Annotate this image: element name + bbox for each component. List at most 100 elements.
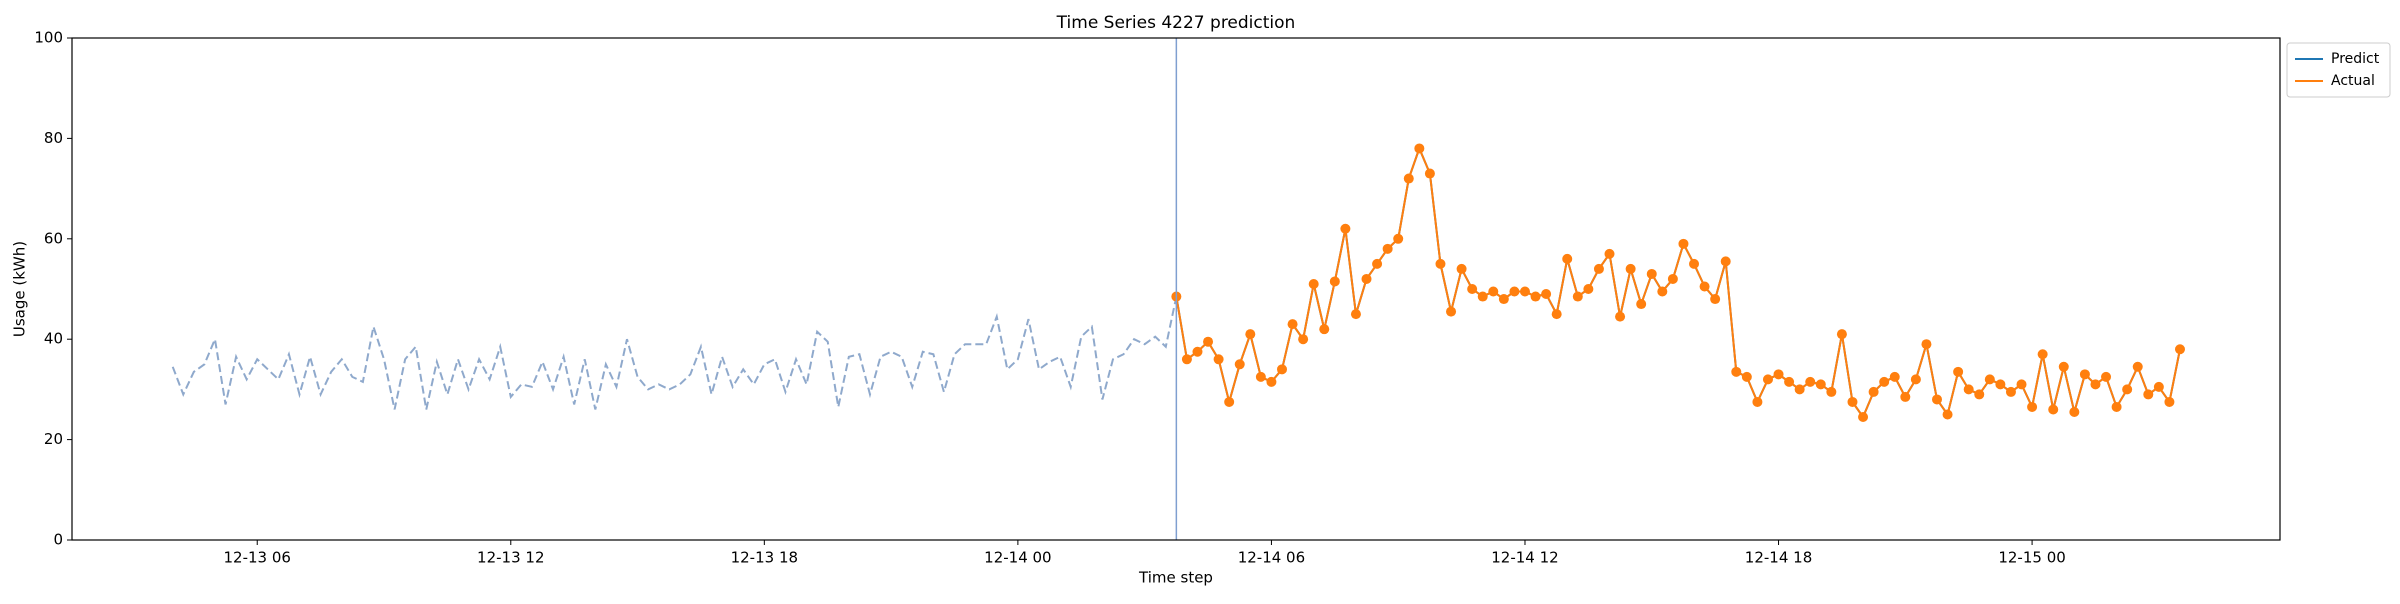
data-point [1298,334,1309,345]
data-point [2132,361,2143,372]
data-point [1340,223,1351,234]
data-point [1382,243,1393,254]
data-point [2079,369,2090,380]
x-tick-label: 12-14 06 [1238,549,1305,567]
data-point [2143,389,2154,400]
data-point [1699,281,1710,292]
data-point [1889,371,1900,382]
data-point [1636,299,1647,310]
legend-label: Actual [2331,73,2375,89]
data-point [1329,276,1340,287]
data-point [1361,273,1372,284]
data-point [1794,384,1805,395]
y-tick-label: 40 [44,330,63,348]
data-point [1942,409,1953,420]
data-point [1446,306,1457,317]
data-point [1181,354,1192,365]
data-point [1932,394,1943,405]
data-point [1815,379,1826,390]
data-point [2111,401,2122,412]
data-point [1868,386,1879,397]
data-point [1424,168,1435,179]
data-point [1414,143,1425,154]
chart-title: Time Series 4227 prediction [1056,13,1296,33]
data-point [1572,291,1583,302]
data-point [2164,396,2175,407]
x-axis-label: Time step [1138,569,1213,587]
data-point [1562,253,1573,264]
data-point [1203,336,1214,347]
data-point [1667,273,1678,284]
x-tick-label: 12-14 00 [984,549,1051,567]
data-point [2174,344,2185,355]
y-tick-label: 60 [44,229,63,247]
legend-box [2286,42,2391,98]
data-point [2153,381,2164,392]
data-point [1974,389,1985,400]
data-point [1245,329,1256,340]
data-point [1646,268,1657,279]
data-point [1900,391,1911,402]
data-point [1657,286,1668,297]
data-point [1805,376,1816,387]
y-axis-label: Usage (kWh) [11,241,29,337]
data-point [1551,309,1562,320]
data-point [1393,233,1404,244]
series-line [171,296,1178,410]
legend-label: Predict [2331,51,2380,67]
data-point [1530,291,1541,302]
data-point [2048,404,2059,415]
data-point [1604,248,1615,259]
data-point [1921,339,1932,350]
data-point [1509,286,1520,297]
x-tick-label: 12-14 12 [1491,549,1558,567]
data-point [1192,346,1203,357]
data-point [1752,396,1763,407]
data-point [1953,366,1964,377]
data-point [1836,329,1847,340]
data-point [1266,376,1277,387]
data-point [1498,294,1509,305]
plot-frame [71,37,2281,541]
x-tick-label: 12-15 00 [1998,549,2065,567]
data-point [1784,376,1795,387]
data-point [1963,384,1974,395]
y-tick-label: 20 [44,430,63,448]
x-tick-label: 12-14 18 [1745,549,1812,567]
data-point [1213,354,1224,365]
data-point [2037,349,2048,360]
data-point [1287,319,1298,330]
data-point [2069,406,2080,417]
data-point [1879,376,1890,387]
data-point [1731,366,1742,377]
data-point [1615,311,1626,322]
data-point [1858,412,1869,423]
data-point [1541,289,1552,300]
data-point [2058,361,2069,372]
data-point [2090,379,2101,390]
data-point [1519,286,1530,297]
data-point [1308,278,1319,289]
data-point [1741,371,1752,382]
x-tick-label: 12-13 12 [477,549,544,567]
data-point [1710,294,1721,305]
data-point [1319,324,1330,335]
y-tick-label: 80 [44,129,63,147]
data-point [1678,238,1689,249]
x-tick-label: 12-13 18 [731,549,798,567]
data-point [1467,284,1478,294]
data-point [1995,379,2006,390]
y-tick-label: 0 [53,531,63,549]
data-point [1372,258,1383,269]
data-point [1847,396,1858,407]
y-tick-label: 100 [34,29,63,47]
data-point [2122,384,2133,395]
data-point [2005,386,2016,397]
data-point [1435,258,1446,269]
x-tick-label: 12-13 06 [224,549,291,567]
data-point [1488,286,1499,297]
data-point [1477,291,1488,302]
data-point [1224,396,1235,407]
data-point [2016,379,2027,390]
